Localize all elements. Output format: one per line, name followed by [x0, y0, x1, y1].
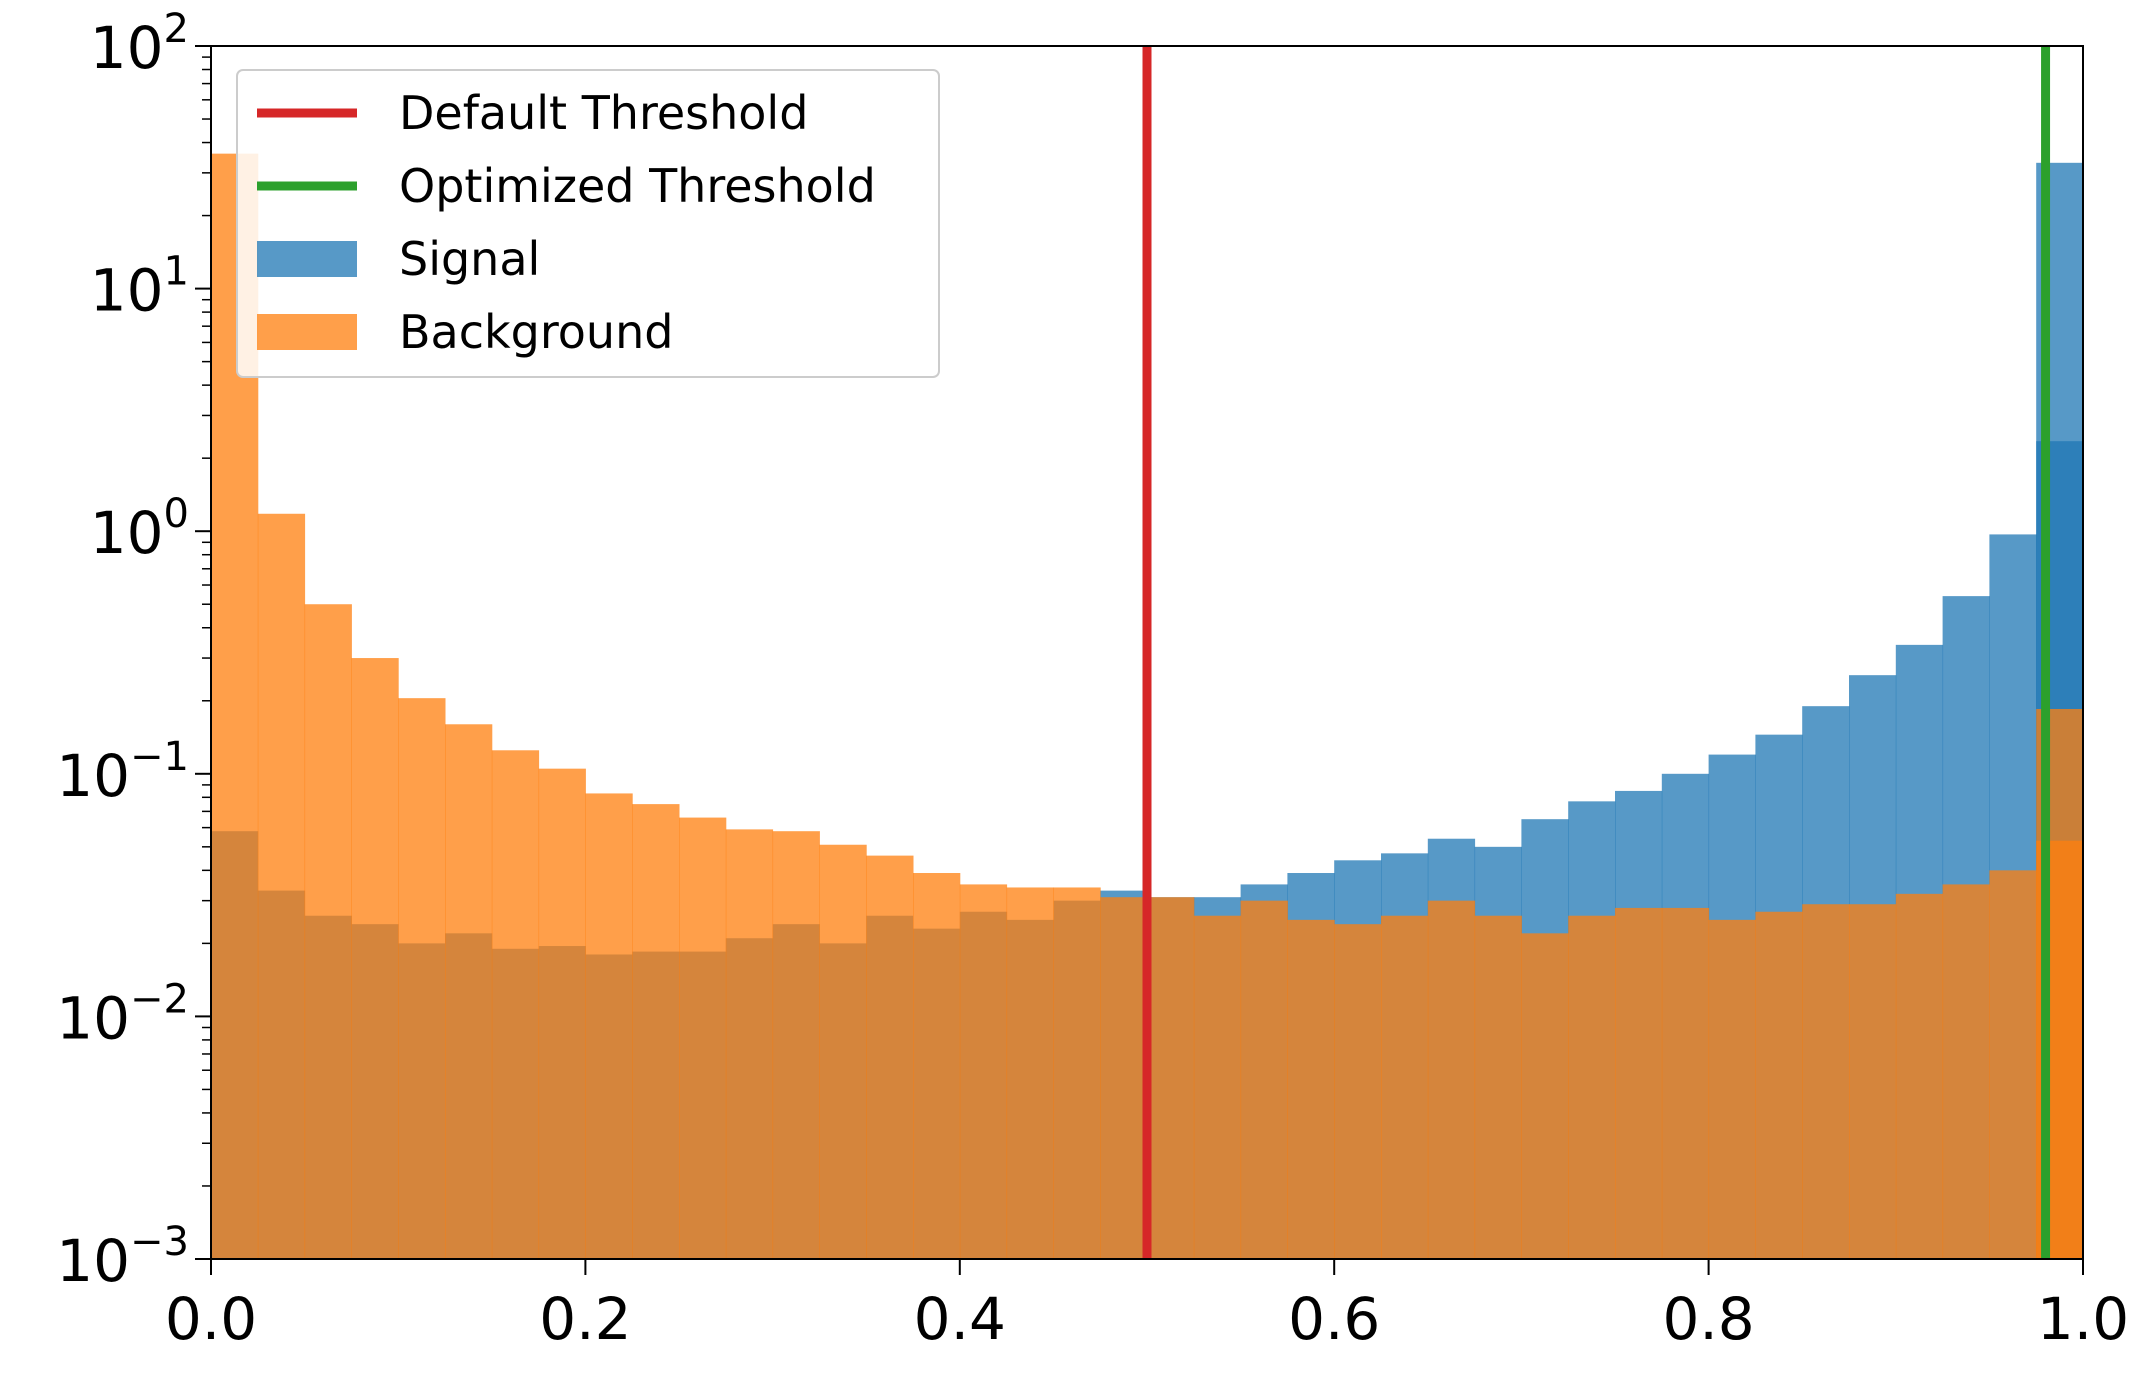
series-background: [211, 153, 2084, 1260]
background-bar: [1708, 919, 1756, 1259]
background-bar: [1895, 893, 1944, 1259]
legend-background-label: Background: [399, 305, 673, 359]
legend-background-swatch: [257, 314, 357, 350]
background-bar: [725, 829, 774, 1259]
background-bar: [772, 831, 820, 1259]
y-tick-label: 102: [90, 6, 189, 82]
background-bar: [1381, 915, 1429, 1259]
background-bar: [1334, 924, 1382, 1259]
legend: Default Threshold Optimized Threshold Sign…: [236, 69, 940, 378]
background-bar: [1240, 900, 1288, 1259]
background-bar: [819, 844, 867, 1259]
background-bar: [1100, 897, 1148, 1259]
background-bar: [351, 658, 399, 1259]
threshold-lines-layer: [1142, 46, 2051, 1259]
background-bar: [959, 884, 1008, 1259]
background-bar: [1849, 904, 1897, 1259]
background-bar: [1147, 897, 1195, 1259]
background-bar: [445, 724, 493, 1259]
background-bar: [1006, 887, 1054, 1259]
background-bar: [585, 793, 633, 1259]
background-bar: [1568, 915, 1616, 1259]
plot-frame: [210, 45, 2084, 1260]
y-tick-label: 10−1: [56, 734, 189, 810]
x-tick-label: 0.2: [539, 1285, 631, 1353]
legend-signal-swatch: [257, 241, 357, 277]
background-bar: [257, 513, 306, 1259]
legend-signal-label: Signal: [399, 232, 540, 286]
legend-box: [236, 69, 940, 378]
background-bar: [1474, 915, 1522, 1259]
background-bar: [1193, 915, 1242, 1259]
background-bar: [398, 698, 446, 1259]
y-tick-label: 10−2: [56, 976, 189, 1052]
background-bar: [1989, 870, 2037, 1259]
background-bar: [632, 804, 680, 1259]
background-bar: [913, 873, 961, 1259]
x-tick-label: 0.6: [1288, 1285, 1380, 1353]
background-bar: [1287, 919, 1335, 1259]
x-tick-label: 0.4: [914, 1285, 1006, 1353]
y-tick-label: 10−3: [56, 1219, 189, 1295]
background-bar: [1661, 907, 1710, 1259]
background-bar: [1802, 904, 1850, 1259]
background-bar: [679, 817, 727, 1259]
x-tick-label: 1.0: [2037, 1285, 2129, 1353]
y-tick-label: 101: [90, 249, 189, 325]
background-bar: [1521, 933, 1569, 1259]
background-bar: [1755, 911, 1803, 1259]
background-bar: [1053, 887, 1101, 1259]
background-bar: [1942, 884, 1990, 1259]
background-bar: [538, 768, 586, 1259]
axis-ticks-layer: 0.0 0.2 0.4 0.6 0.8 1.0 10−3 10−2 10−1 100 101 102: [56, 6, 2129, 1353]
x-tick-label: 0.8: [1662, 1285, 1754, 1353]
background-bar: [1615, 907, 1663, 1259]
background-bar: [866, 855, 914, 1259]
legend-optimized-threshold-label: Optimized Threshold: [399, 159, 876, 213]
x-tick-label: 0.0: [165, 1285, 257, 1353]
legend-default-threshold-label: Default Threshold: [399, 86, 808, 140]
background-bar: [491, 750, 540, 1259]
background-bar: [304, 604, 352, 1259]
y-tick-label: 100: [90, 491, 189, 567]
background-bar: [1427, 900, 1476, 1259]
